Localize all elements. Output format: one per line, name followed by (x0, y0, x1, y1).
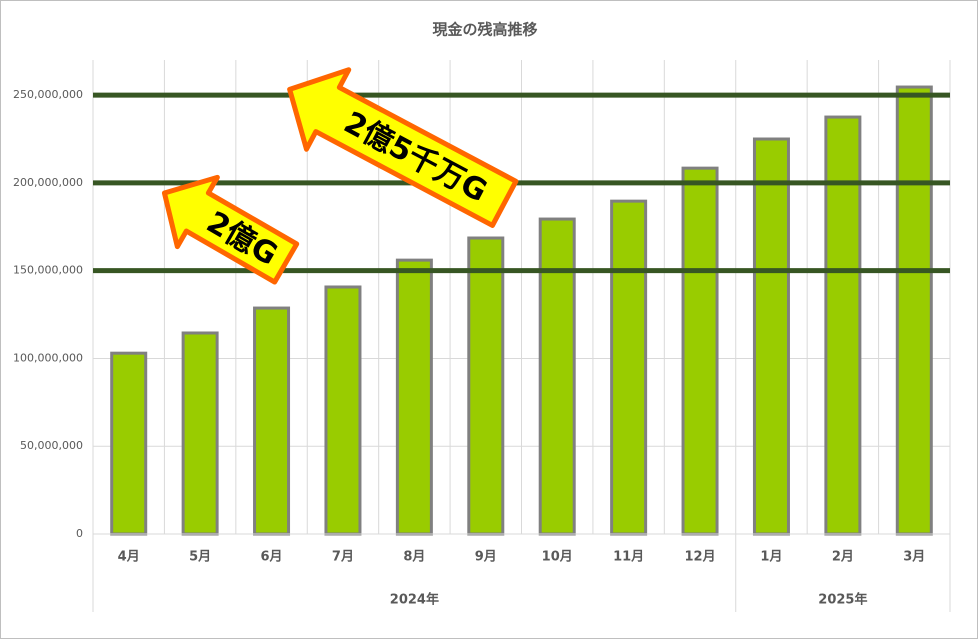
x-tick-label: 4月 (118, 550, 140, 565)
bar (395, 258, 433, 536)
group-label: 2024年 (390, 592, 439, 608)
bar (253, 306, 291, 536)
y-tick-label: 50,000,000 (20, 439, 83, 452)
bar (681, 166, 719, 536)
y-tick-label: 200,000,000 (13, 176, 83, 189)
bar (895, 85, 933, 536)
x-tick-label: 5月 (189, 550, 211, 565)
bar (538, 217, 576, 536)
y-tick-label: 0 (76, 527, 83, 540)
bar (110, 351, 148, 536)
x-tick-label: 11月 (613, 550, 644, 565)
bar (467, 236, 505, 536)
x-tick-label: 7月 (332, 550, 354, 565)
chart-title: 現金の残高推移 (432, 21, 537, 39)
x-tick-label: 12月 (684, 550, 715, 565)
x-tick-label: 8月 (403, 550, 425, 565)
bar (324, 285, 362, 536)
x-tick-label: 1月 (760, 550, 782, 565)
group-label: 2025年 (818, 592, 867, 608)
x-tick-label: 2月 (832, 550, 854, 565)
bar (752, 137, 790, 536)
x-tick-label: 10月 (542, 550, 573, 565)
x-tick-label: 9月 (475, 550, 497, 565)
bar (610, 199, 648, 536)
x-tick-label: 3月 (903, 550, 925, 565)
y-tick-label: 150,000,000 (13, 264, 83, 277)
bar (824, 115, 862, 536)
y-tick-label: 250,000,000 (13, 88, 83, 101)
x-tick-label: 6月 (261, 550, 283, 565)
bar (181, 331, 219, 536)
y-tick-label: 100,000,000 (13, 351, 83, 364)
